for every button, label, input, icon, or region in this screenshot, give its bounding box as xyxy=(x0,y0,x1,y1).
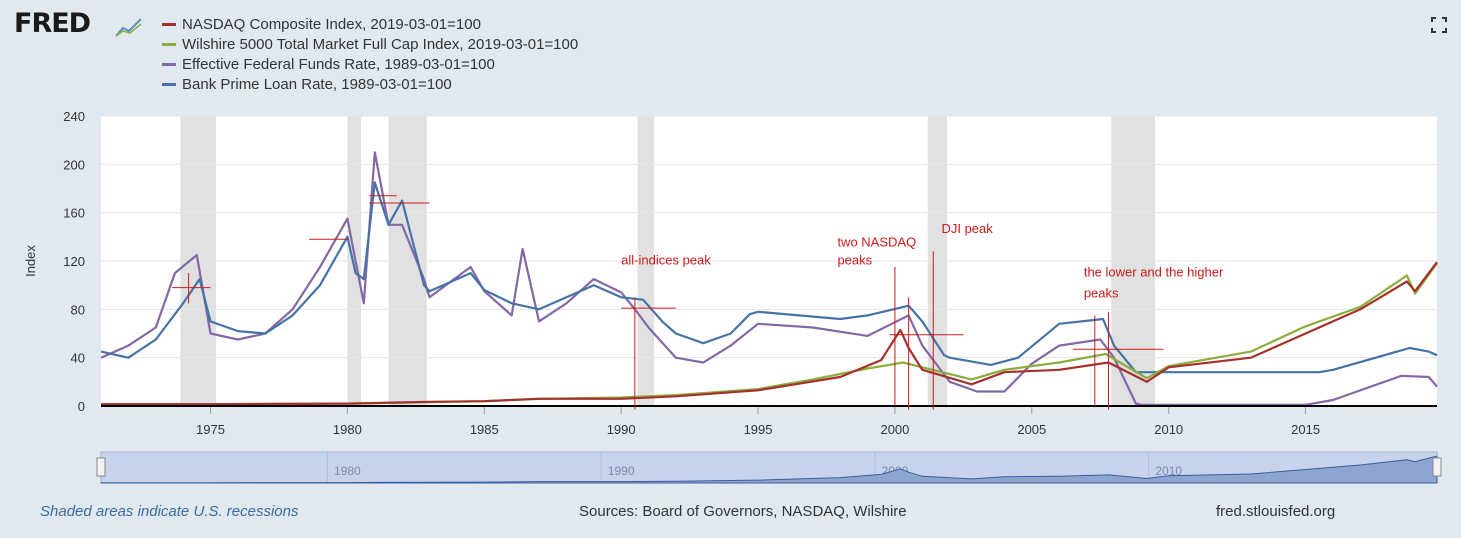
legend-label: Effective Federal Funds Rate, 1989-03-01… xyxy=(182,55,495,73)
series-line[interactable] xyxy=(100,181,1438,374)
legend-label: Wilshire 5000 Total Market Full Cap Inde… xyxy=(182,35,579,53)
annotation-label: the lower and the higher xyxy=(1084,265,1224,280)
fred-logo[interactable]: FRED xyxy=(14,8,91,39)
x-tick-label: 1995 xyxy=(744,422,773,437)
legend-swatch xyxy=(162,42,176,46)
y-tick-label: 240 xyxy=(63,109,85,124)
y-tick-label: 80 xyxy=(71,302,85,317)
annotation-label: all-indices peak xyxy=(621,253,711,268)
line-chart: 0 40 80 120 160 200 240 1975 1980 1985 1990 1995 200… xyxy=(23,109,1442,484)
fred-url-link[interactable]: fred.stlouisfed.org xyxy=(1216,503,1336,520)
recession-note: Shaded areas indicate U.S. recessions xyxy=(40,503,299,520)
y-axis-title: Index xyxy=(23,245,38,277)
navigator-handle[interactable] xyxy=(96,457,106,477)
x-tick-label: 2015 xyxy=(1291,422,1320,437)
x-tick-label: 1990 xyxy=(607,422,636,437)
legend-swatch xyxy=(162,62,176,66)
series-line[interactable] xyxy=(100,151,1438,406)
legend-item-fed-funds[interactable]: Effective Federal Funds Rate, 1989-03-01… xyxy=(162,54,578,74)
x-tick-label: 1980 xyxy=(333,422,362,437)
y-tick-label: 200 xyxy=(63,157,85,172)
annotation-label: two NASDAQ xyxy=(837,235,916,250)
legend-label: NASDAQ Composite Index, 2019-03-01=100 xyxy=(182,15,481,33)
legend-item-nasdaq[interactable]: NASDAQ Composite Index, 2019-03-01=100 xyxy=(162,14,578,34)
x-tick-label: 2010 xyxy=(1154,422,1183,437)
legend-swatch xyxy=(162,22,176,26)
x-tick-label: 2000 xyxy=(880,422,909,437)
sources-text: Sources: Board of Governors, NASDAQ, Wil… xyxy=(579,503,907,520)
fullscreen-icon[interactable] xyxy=(1430,16,1448,34)
series-line[interactable] xyxy=(101,261,1438,406)
annotation-label: peaks xyxy=(1084,285,1119,300)
navigator-tick-label: 2010 xyxy=(1155,464,1182,478)
legend-label: Bank Prime Loan Rate, 1989-03-01=100 xyxy=(182,75,452,93)
navigator-handle[interactable] xyxy=(1432,457,1442,477)
navigator-tick-label: 1980 xyxy=(334,464,361,478)
chart-legend: NASDAQ Composite Index, 2019-03-01=100 W… xyxy=(162,14,578,94)
legend-item-wilshire[interactable]: Wilshire 5000 Total Market Full Cap Inde… xyxy=(162,34,578,54)
navigator-series xyxy=(100,455,1438,484)
annotation-label: DJI peak xyxy=(941,221,993,236)
y-tick-label: 0 xyxy=(78,399,85,414)
annotation-label: peaks xyxy=(837,253,872,268)
y-tick-label: 40 xyxy=(71,351,85,366)
x-tick-label: 1985 xyxy=(470,422,499,437)
fred-graph-icon xyxy=(115,18,142,37)
x-tick-label: 2005 xyxy=(1017,422,1046,437)
legend-item-prime-rate[interactable]: Bank Prime Loan Rate, 1989-03-01=100 xyxy=(162,74,578,94)
navigator-tick-label: 1990 xyxy=(608,464,635,478)
y-tick-label: 160 xyxy=(63,206,85,221)
legend-swatch xyxy=(162,82,176,86)
x-tick-label: 1975 xyxy=(196,422,225,437)
y-tick-label: 120 xyxy=(63,254,85,269)
